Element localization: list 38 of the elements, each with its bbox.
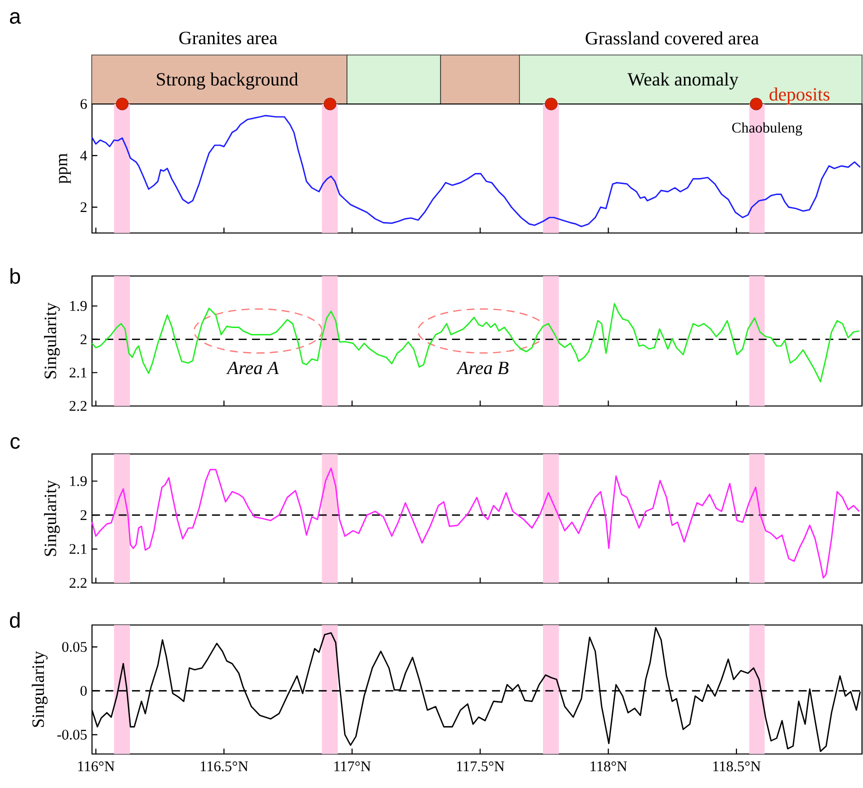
chart-title: a xyxy=(10,12,21,24)
y-tick-label: 0 xyxy=(80,686,87,696)
annotation: Area B xyxy=(456,362,508,374)
y-axis-title: Singularity xyxy=(44,480,60,556)
y-tick-label: 1.9 xyxy=(70,301,87,311)
x-tick-label: 118°N xyxy=(590,761,627,772)
y-axis-title: Singularity xyxy=(32,651,48,727)
text: Grassland covered area xyxy=(586,31,759,45)
y-tick-label: 2.2 xyxy=(70,578,86,588)
chart-title: b xyxy=(10,268,20,284)
y-axis-title: ppm xyxy=(58,153,71,184)
y-tick-label: 0.05 xyxy=(62,642,87,652)
text: Weak anomaly xyxy=(628,72,738,90)
y-tick-label: 2.1 xyxy=(70,368,86,378)
line-series xyxy=(91,114,861,228)
y-tick-label: 2 xyxy=(80,202,86,212)
annotation: Chaobuleng xyxy=(732,122,802,136)
x-tick-label: 116.5°N xyxy=(200,761,248,772)
y-tick-label: 4 xyxy=(80,150,88,160)
y-axis-title: Singularity xyxy=(44,302,60,378)
y-tick-label: 1.9 xyxy=(70,476,87,486)
text: Granites area xyxy=(179,32,278,44)
y-tick-label: 2.1 xyxy=(70,544,86,554)
chart-title: c xyxy=(10,437,20,449)
x-tick-label: 116°N xyxy=(78,761,114,772)
x-tick-label: 118.5°N xyxy=(713,761,761,772)
x-tick-label: 117°N xyxy=(334,761,371,772)
chart-title: d xyxy=(10,612,20,628)
y-tick-label: 2 xyxy=(80,510,86,520)
y-tick-label: 6 xyxy=(80,99,87,109)
text: Strong background xyxy=(156,72,298,90)
y-tick-label: 2.2 xyxy=(70,401,86,411)
y-tick-label: -0.05 xyxy=(57,730,87,740)
annotation: Area A xyxy=(226,362,279,374)
series-label: deposits xyxy=(770,88,830,104)
y-tick-label: 2 xyxy=(80,334,86,344)
x-tick-label: 117.5°N xyxy=(457,761,504,772)
line-series xyxy=(91,468,860,579)
